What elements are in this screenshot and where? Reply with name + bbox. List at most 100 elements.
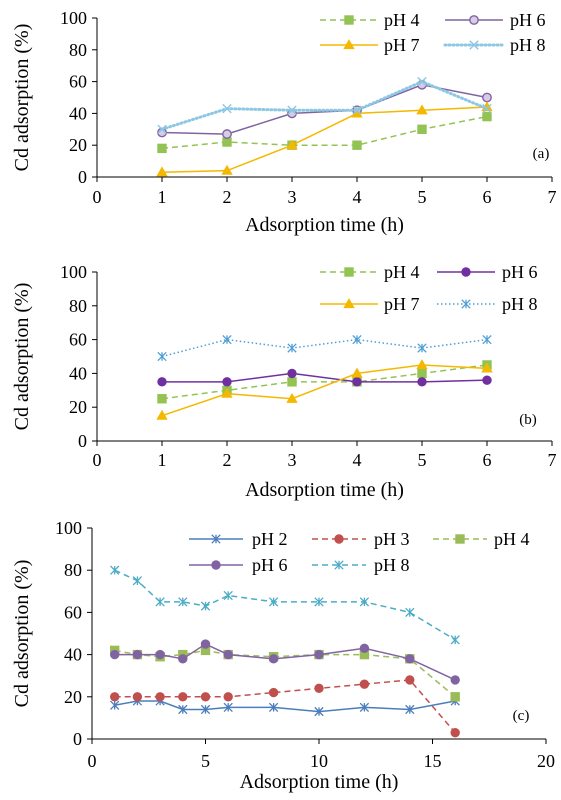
series-line (162, 372, 488, 383)
x-tick-label: 1 (158, 187, 167, 207)
series-ph-4 (157, 111, 492, 154)
series-line (114, 700, 456, 713)
data-point (287, 377, 297, 387)
data-point (268, 597, 279, 607)
data-point (155, 692, 165, 702)
series-line (161, 115, 488, 150)
data-point (416, 359, 428, 370)
y-axis-label: Cd adsorption (%) (11, 24, 33, 172)
series-ph-7 (156, 101, 493, 177)
data-point (110, 649, 120, 660)
series-line (114, 643, 456, 681)
data-point (157, 394, 167, 404)
data-point (450, 727, 460, 738)
data-point (222, 129, 232, 139)
legend-marker (211, 560, 221, 570)
data-point (223, 702, 233, 713)
data-point (178, 704, 188, 715)
data-point (268, 654, 279, 664)
data-point (222, 103, 232, 114)
data-point (200, 704, 211, 715)
y-tick-label: 80 (69, 296, 87, 316)
x-tick-label: 6 (483, 450, 492, 470)
legend: pH 4 pH 6 pH 7 pH 8 (320, 262, 538, 314)
x-tick-label: 0 (88, 751, 97, 771)
y-tick-label: 40 (64, 645, 82, 665)
y-axis-label: Cd adsorption (%) (11, 560, 33, 708)
x-tick-label: 4 (353, 450, 362, 470)
legend-marker (334, 534, 344, 544)
data-point (223, 649, 233, 660)
legend-label: pH 8 (374, 555, 410, 575)
x-tick-label: 0 (93, 187, 102, 207)
data-point (110, 565, 120, 575)
legend: pH 2 pH 3 pH 4 pH 6 pH 8 (189, 529, 530, 575)
x-tick-label: 4 (353, 187, 362, 207)
data-point (286, 392, 298, 403)
series-line (114, 569, 456, 641)
data-point (110, 700, 120, 710)
data-point (156, 409, 168, 420)
legend-label: pH 4 (384, 10, 420, 30)
series-line (114, 679, 456, 734)
data-point (450, 635, 460, 645)
series-ph-8 (157, 334, 492, 362)
data-point (314, 649, 324, 660)
data-point (200, 639, 211, 649)
x-tick-label: 3 (288, 187, 297, 207)
x-axis-label: Adsorption time (h) (245, 479, 404, 501)
legend-marker (211, 534, 221, 544)
chart-panel-a: 0 20 40 60 80 100 0 1 2 3 4 5 6 7 Adsorption time (h) C… (11, 8, 557, 236)
data-point (222, 377, 232, 387)
data-point (223, 692, 233, 702)
data-point (287, 105, 297, 115)
data-point (157, 124, 167, 134)
legend-label: pH 4 (494, 529, 530, 549)
data-point (178, 692, 188, 702)
data-point (405, 704, 415, 715)
data-point (155, 649, 165, 660)
legend-label: pH 6 (252, 555, 288, 575)
series-ph-8 (157, 76, 492, 134)
x-axis-label: Adsorption time (h) (245, 214, 404, 236)
data-point (157, 351, 167, 362)
y-tick-label: 60 (69, 72, 87, 92)
x-tick-label: 20 (537, 751, 555, 771)
x-tick-label: 7 (548, 187, 557, 207)
x-tick-label: 5 (201, 751, 210, 771)
data-point (222, 137, 232, 147)
data-point (405, 607, 415, 618)
series-ph-8 (110, 565, 460, 645)
data-point (352, 105, 362, 115)
y-axis-label: Cd adsorption (%) (11, 283, 33, 431)
y-tick-label: 0 (73, 729, 82, 749)
chart-panel-b: 0 20 40 60 80 100 0 1 2 3 4 5 6 7 Adsorption time (h) C… (11, 262, 557, 501)
legend: pH 4 pH 6 pH 7 pH 8 (320, 10, 546, 55)
x-tick-label: 1 (158, 450, 167, 470)
data-point (132, 576, 143, 586)
y-tick-label: 40 (69, 363, 87, 383)
y-tick-label: 0 (78, 167, 87, 187)
series-ph-6 (157, 368, 492, 387)
x-tick-label: 10 (310, 751, 328, 771)
legend-marker (343, 298, 355, 309)
legend-label: pH 3 (374, 529, 410, 549)
x-tick-label: 5 (418, 187, 427, 207)
y-tick-label: 60 (64, 602, 82, 622)
data-point (359, 679, 370, 689)
data-point (416, 104, 428, 115)
y-tick-label: 80 (64, 560, 82, 580)
y-tick-label: 80 (69, 40, 87, 60)
data-point (359, 597, 370, 607)
series-ph-6 (110, 639, 460, 685)
y-tick-label: 100 (55, 518, 82, 538)
data-point (200, 601, 211, 611)
y-tick-label: 0 (78, 431, 87, 451)
data-point (482, 334, 492, 345)
legend-marker (461, 299, 471, 309)
data-point (286, 139, 298, 150)
x-tick-label: 2 (223, 450, 232, 470)
y-tick-label: 40 (69, 103, 87, 123)
legend-label: pH 7 (384, 294, 420, 314)
